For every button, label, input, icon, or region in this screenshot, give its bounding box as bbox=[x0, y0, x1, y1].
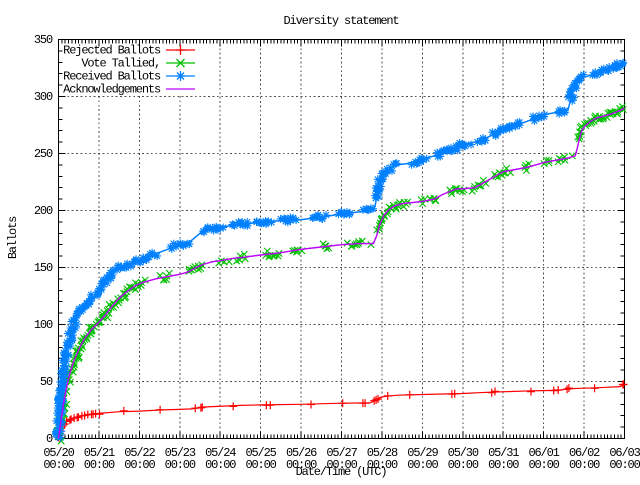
svg-text:05/25: 05/25 bbox=[245, 446, 276, 460]
svg-text:00:00: 00:00 bbox=[488, 458, 519, 472]
svg-text:Acknowledgements: Acknowledgements bbox=[63, 83, 161, 97]
svg-text:05/31: 05/31 bbox=[488, 446, 519, 460]
svg-text:00:00: 00:00 bbox=[205, 458, 236, 472]
svg-text:200: 200 bbox=[34, 204, 53, 218]
svg-text:00:00: 00:00 bbox=[528, 458, 559, 472]
svg-text:05/29: 05/29 bbox=[407, 446, 438, 460]
svg-text:0: 0 bbox=[46, 432, 53, 446]
svg-text:05/27: 05/27 bbox=[326, 446, 357, 460]
svg-text:Vote Tallied,: Vote Tallied, bbox=[81, 57, 160, 71]
svg-text:00:00: 00:00 bbox=[367, 458, 398, 472]
svg-text:Ballots: Ballots bbox=[6, 216, 20, 259]
svg-text:06/01: 06/01 bbox=[528, 446, 559, 460]
svg-text:300: 300 bbox=[34, 90, 53, 104]
svg-text:Diversity statement: Diversity statement bbox=[284, 14, 399, 28]
svg-text:00:00: 00:00 bbox=[448, 458, 479, 472]
svg-text:05/23: 05/23 bbox=[165, 446, 196, 460]
svg-text:00:00: 00:00 bbox=[245, 458, 276, 472]
svg-text:00:00: 00:00 bbox=[326, 458, 357, 472]
svg-text:50: 50 bbox=[40, 375, 53, 389]
svg-text:00:00: 00:00 bbox=[124, 458, 155, 472]
svg-text:Received Ballots: Received Ballots bbox=[63, 70, 161, 84]
svg-text:Rejected Ballots: Rejected Ballots bbox=[63, 44, 161, 58]
svg-text:05/28: 05/28 bbox=[367, 446, 398, 460]
svg-text:100: 100 bbox=[34, 318, 53, 332]
svg-text:00:00: 00:00 bbox=[609, 458, 640, 472]
svg-text:00:00: 00:00 bbox=[84, 458, 115, 472]
svg-text:06/02: 06/02 bbox=[569, 446, 600, 460]
svg-text:05/22: 05/22 bbox=[124, 446, 155, 460]
svg-text:00:00: 00:00 bbox=[43, 458, 74, 472]
svg-text:00:00: 00:00 bbox=[569, 458, 600, 472]
svg-text:00:00: 00:00 bbox=[407, 458, 438, 472]
svg-text:05/26: 05/26 bbox=[286, 446, 317, 460]
svg-text:00:00: 00:00 bbox=[286, 458, 317, 472]
svg-text:250: 250 bbox=[34, 147, 53, 161]
svg-text:06/03: 06/03 bbox=[609, 446, 640, 460]
svg-text:150: 150 bbox=[34, 261, 53, 275]
svg-text:05/20: 05/20 bbox=[43, 446, 74, 460]
svg-text:350: 350 bbox=[34, 33, 53, 47]
svg-text:05/21: 05/21 bbox=[84, 446, 115, 460]
svg-text:Date/Time (UTC): Date/Time (UTC) bbox=[296, 465, 387, 479]
svg-text:00:00: 00:00 bbox=[165, 458, 196, 472]
svg-text:05/30: 05/30 bbox=[448, 446, 479, 460]
svg-text:05/24: 05/24 bbox=[205, 446, 236, 460]
